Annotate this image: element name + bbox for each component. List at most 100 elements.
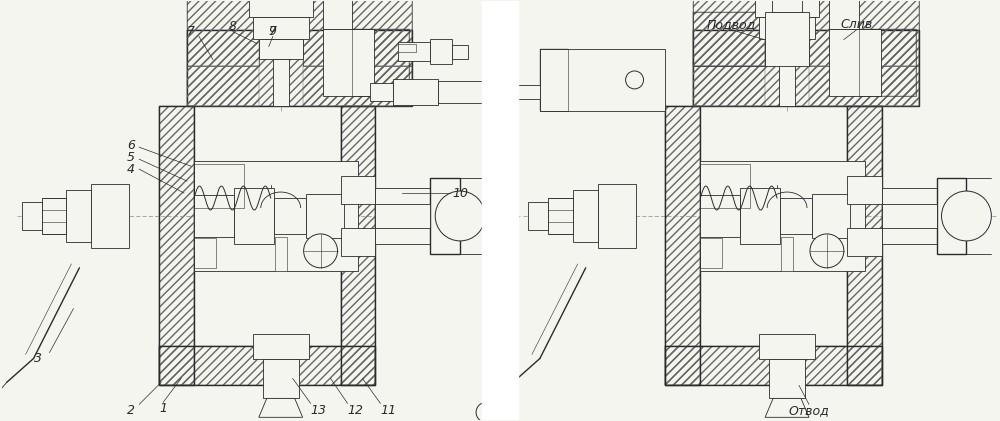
Bar (352, 29, 409, 96)
Bar (779, 59, 795, 107)
Bar (540, 48, 568, 111)
Bar (829, 29, 881, 96)
Bar (809, 0, 919, 67)
Bar (937, 178, 966, 254)
Bar (159, 346, 375, 385)
Text: Отвод: Отвод (789, 404, 829, 417)
Text: 9: 9 (269, 25, 277, 38)
Bar (665, 346, 882, 385)
Text: 1: 1 (159, 402, 167, 415)
Bar (781, 237, 793, 271)
Circle shape (435, 191, 485, 241)
Bar (187, 29, 412, 107)
Bar (693, 12, 765, 67)
Bar (253, 333, 309, 359)
Bar (352, 29, 409, 96)
Bar (765, 12, 809, 67)
Bar (303, 0, 412, 67)
Bar (780, 198, 812, 234)
Bar (341, 107, 375, 385)
Bar (693, 29, 919, 107)
Bar (234, 188, 274, 244)
Bar (740, 188, 780, 244)
Bar (765, 39, 809, 59)
Bar (430, 178, 460, 254)
Bar (306, 194, 344, 238)
Bar (187, 0, 259, 67)
Bar (22, 202, 42, 230)
Text: 8: 8 (229, 20, 237, 33)
Bar (488, 85, 540, 99)
Bar (398, 43, 416, 51)
Bar (194, 161, 358, 271)
Bar (452, 45, 468, 59)
Text: 2: 2 (127, 404, 135, 417)
Text: 10: 10 (452, 187, 468, 200)
Bar (700, 195, 740, 237)
Text: 5: 5 (127, 151, 135, 164)
Bar (809, 0, 919, 67)
Bar (273, 59, 289, 107)
Bar (66, 190, 91, 242)
Bar (759, 17, 815, 39)
Bar (693, 67, 765, 107)
Bar (740, 188, 780, 244)
Bar (882, 188, 937, 244)
Bar (234, 188, 274, 244)
Circle shape (942, 191, 991, 241)
Bar (303, 67, 412, 107)
Text: Подвод: Подвод (707, 18, 756, 31)
Bar (159, 346, 375, 385)
Bar (194, 164, 244, 208)
Bar (91, 184, 129, 248)
Bar (700, 161, 865, 271)
Bar (398, 42, 430, 61)
Bar (259, 39, 303, 59)
Bar (772, 0, 802, 12)
Bar (528, 202, 548, 230)
Bar (323, 0, 352, 29)
Bar (438, 81, 488, 103)
Bar (375, 204, 430, 228)
Bar (341, 228, 375, 256)
Bar (274, 198, 306, 234)
Text: 7: 7 (269, 25, 277, 38)
Bar (341, 107, 375, 385)
Bar (249, 0, 313, 17)
Bar (812, 194, 850, 238)
Bar (812, 194, 850, 238)
Bar (847, 176, 882, 204)
Bar (540, 48, 665, 111)
Bar (194, 195, 234, 237)
Bar (253, 17, 309, 39)
Circle shape (476, 402, 496, 421)
Text: 11: 11 (380, 404, 396, 417)
Bar (700, 238, 722, 268)
Bar (159, 107, 194, 385)
Bar (306, 194, 344, 238)
Bar (665, 346, 882, 385)
Bar (42, 198, 66, 234)
Bar (859, 29, 916, 96)
Bar (187, 0, 259, 67)
Bar (263, 359, 299, 398)
Bar (187, 67, 259, 107)
Bar (693, 12, 765, 67)
Bar (665, 107, 700, 385)
Bar (847, 228, 882, 256)
Text: 6: 6 (127, 139, 135, 152)
Bar (755, 0, 819, 17)
Bar (693, 29, 919, 107)
Bar (693, 0, 765, 67)
Polygon shape (259, 398, 303, 417)
Text: 4: 4 (127, 163, 135, 176)
Bar (159, 107, 194, 385)
Bar (847, 107, 882, 385)
Bar (482, 1, 518, 420)
Bar (769, 359, 805, 398)
Polygon shape (765, 398, 809, 417)
Bar (303, 0, 412, 67)
Bar (341, 176, 375, 204)
Text: Слив: Слив (841, 18, 873, 31)
Circle shape (626, 71, 644, 89)
